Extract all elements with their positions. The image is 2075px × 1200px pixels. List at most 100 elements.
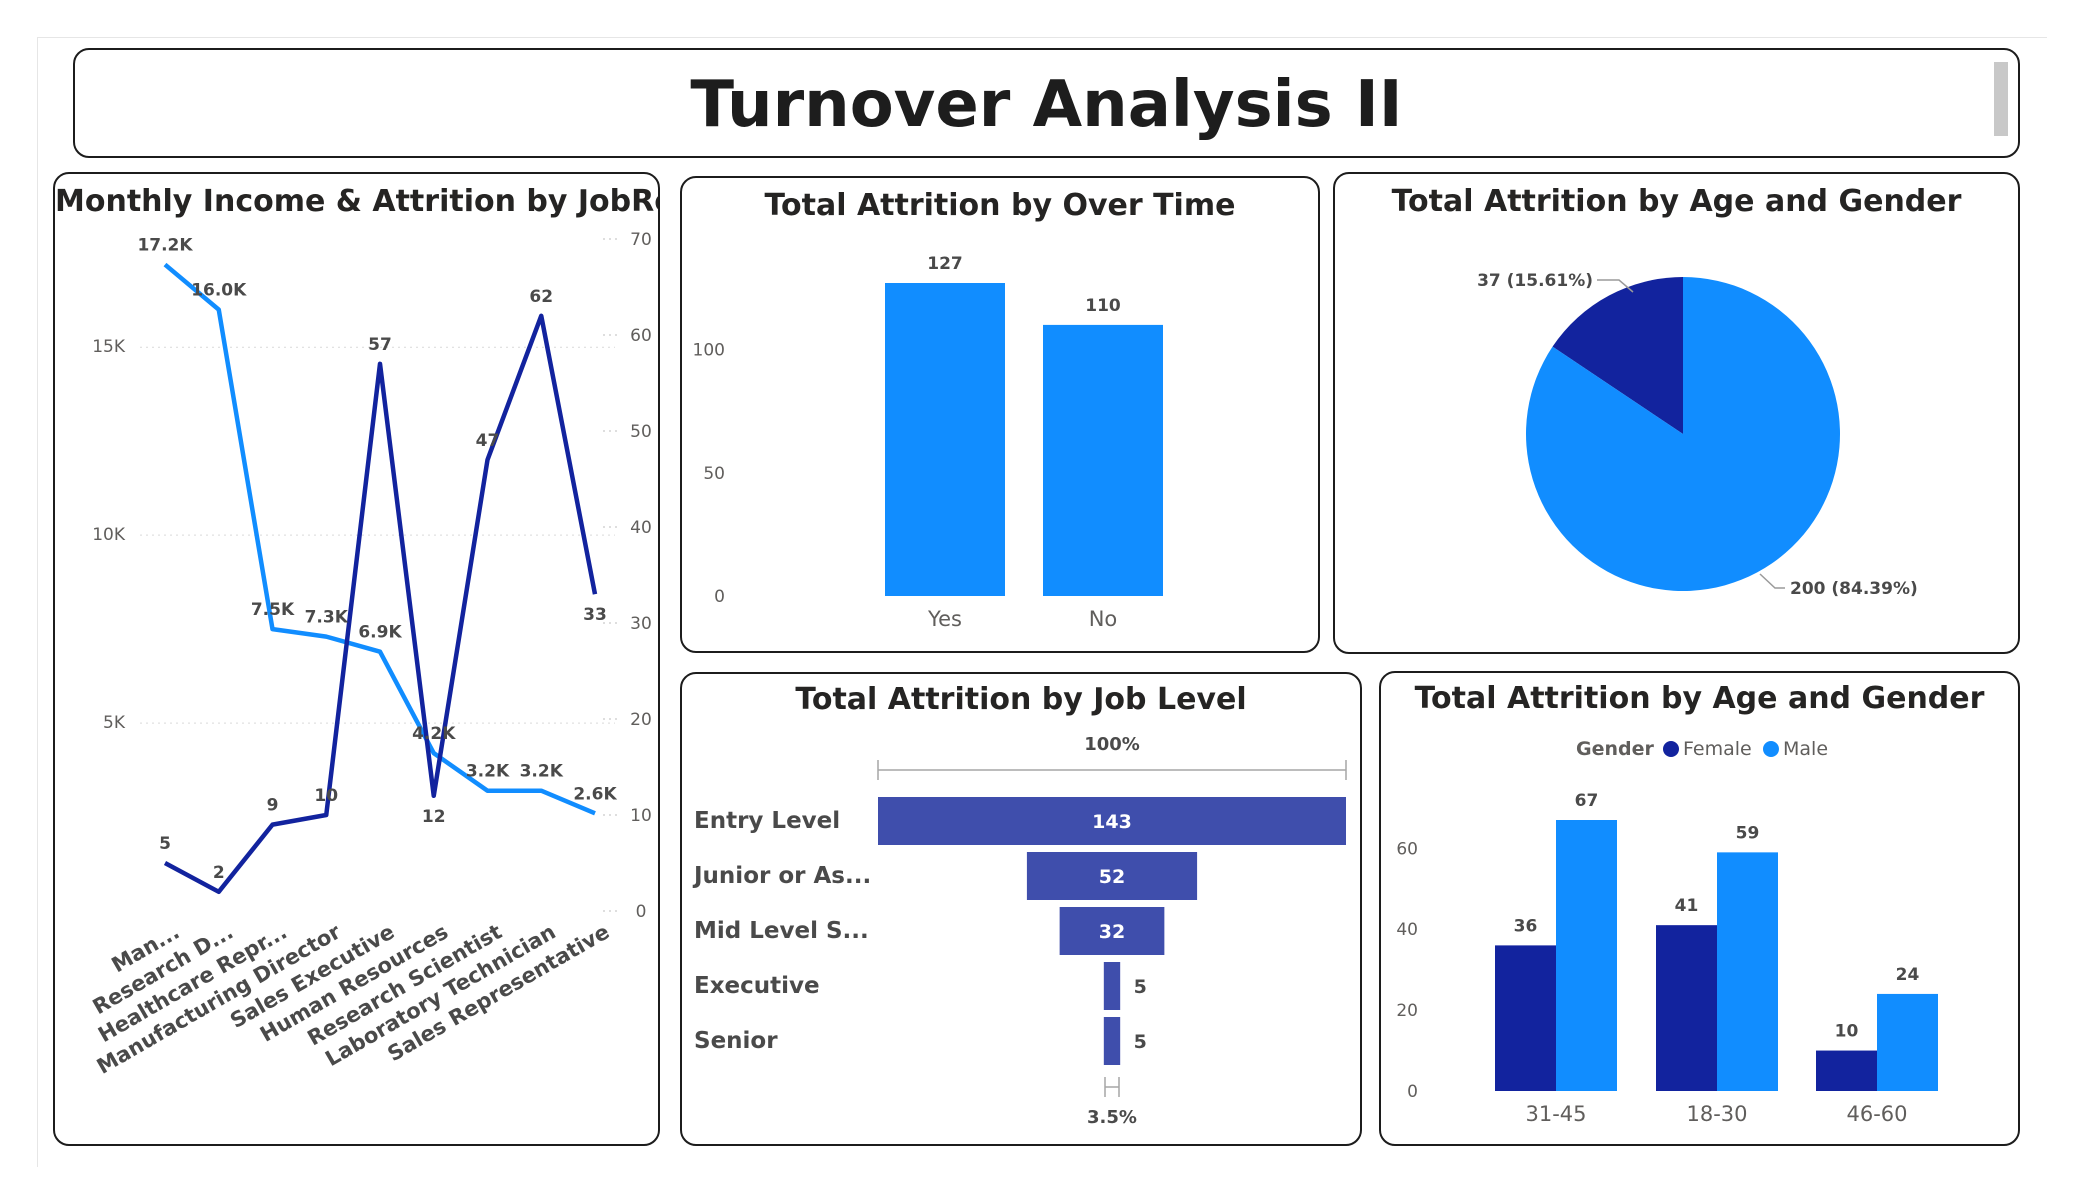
header-panel: Turnover Analysis II — [73, 48, 2020, 158]
y-tick-label: 40 — [1396, 920, 1418, 940]
funnel-data-label: 52 — [1099, 866, 1125, 888]
funnel-bar — [1103, 1017, 1121, 1065]
y-tick-label: 0 — [1407, 1082, 1418, 1102]
funnel-category-label: Junior or As... — [692, 863, 871, 889]
y-right-tick-label: 30 — [630, 614, 652, 634]
legend-marker — [1763, 741, 1779, 757]
income-data-label: 7.5K — [251, 600, 295, 620]
job-level-title: Total Attrition by Job Level — [795, 682, 1247, 717]
age-gender-bar — [1656, 925, 1717, 1091]
x-category-label: 18-30 — [1686, 1102, 1747, 1126]
age-gender-bar-chart: Gender Female Male 0 20 40 60 36 67 31-45 41 59 18-3… — [1396, 738, 1938, 1126]
age-gender-bar — [1816, 1050, 1877, 1091]
y-right-tick-label: 70 — [630, 230, 652, 250]
y-left-tick-label: 15K — [92, 337, 126, 357]
funnel-bar — [1059, 907, 1165, 955]
y-right-tick-label: 10 — [630, 806, 652, 826]
age-gender-bar — [1556, 820, 1617, 1091]
funnel-data-label: 5 — [1134, 976, 1147, 998]
attrition-data-label: 2 — [213, 863, 225, 883]
attrition-data-label: 5 — [159, 834, 171, 854]
pie-slice-female — [1552, 277, 1683, 434]
y-right-tick-label: 40 — [630, 518, 652, 538]
y-tick-label: 20 — [1396, 1001, 1418, 1021]
bar-data-label: 127 — [927, 254, 963, 274]
y-left-tick-label: 10K — [92, 525, 126, 545]
bar-data-label: 24 — [1896, 965, 1920, 985]
funnel-bar — [878, 797, 1346, 845]
attrition-data-label: 57 — [368, 335, 392, 355]
funnel-data-label: 5 — [1134, 1031, 1147, 1053]
overtime-panel: Total Attrition by Over Time 0 50 100 127 Ye… — [680, 176, 1320, 653]
overtime-bar — [885, 283, 1005, 596]
funnel-category-label: Senior — [694, 1028, 778, 1054]
funnel-category-label: Entry Level — [694, 808, 840, 834]
attrition-data-label: 9 — [267, 796, 279, 816]
y-tick-label: 50 — [703, 464, 725, 484]
bar-data-label: 10 — [1835, 1022, 1859, 1042]
page-title: Turnover Analysis II — [690, 68, 1403, 142]
funnel-category-label: Mid Level S... — [694, 918, 869, 944]
age-gender-bar — [1877, 993, 1938, 1091]
pie-data-label: 37 (15.61%) — [1477, 271, 1593, 291]
funnel-data-label: 32 — [1099, 921, 1125, 943]
funnel-bar — [1026, 852, 1198, 900]
jobrole-title: Monthly Income & Attrition by JobRole — [55, 184, 660, 219]
y-right-tick-label: 50 — [630, 422, 652, 442]
y-right-tick-label: 60 — [630, 326, 652, 346]
y-right-tick-label: 20 — [630, 710, 652, 730]
attrition-data-label: 47 — [476, 431, 500, 451]
age-gender-bar — [1717, 852, 1778, 1091]
legend-title: Gender — [1576, 738, 1654, 760]
y-left-tick-label: 5K — [103, 713, 126, 733]
income-data-label: 16.0K — [191, 281, 247, 301]
income-data-label: 6.9K — [358, 623, 402, 643]
age-gender-bar-panel: Total Attrition by Age and Gender Gender… — [1379, 671, 2020, 1146]
bar-data-label: 110 — [1085, 296, 1121, 316]
pie-data-label: 200 (84.39%) — [1790, 579, 1918, 599]
legend-label: Female — [1683, 738, 1752, 760]
jobrole-chart: 5K 10K 15K 0 10 20 30 40 50 60 70 17.2K 16.0K 7.5K 7.3… — [89, 230, 652, 1079]
bar-data-label: 67 — [1575, 791, 1599, 811]
legend-label: Male — [1783, 738, 1828, 760]
bar-data-label: 59 — [1736, 823, 1760, 843]
funnel-bar — [1103, 962, 1121, 1010]
age-gender-pie-chart: 37 (15.61%) 200 (84.39%) — [1477, 271, 1918, 599]
income-data-label: 2.6K — [573, 784, 617, 804]
age-gender-pie-panel: Total Attrition by Age and Gender 37 (15… — [1333, 172, 2020, 654]
income-data-label: 3.2K — [520, 762, 564, 782]
age-gender-pie-title: Total Attrition by Age and Gender — [1391, 184, 1962, 219]
y-tick-label: 60 — [1396, 839, 1418, 859]
attrition-data-label: 10 — [314, 786, 338, 806]
legend-marker — [1663, 741, 1679, 757]
overtime-title: Total Attrition by Over Time — [764, 188, 1236, 223]
report-canvas — [37, 37, 2047, 1167]
bar-data-label: 36 — [1514, 916, 1538, 936]
funnel-bottom-percent: 3.5% — [1087, 1107, 1137, 1128]
overtime-chart: 0 50 100 127 Yes 110 No — [693, 254, 1163, 631]
attrition-data-label: 33 — [583, 605, 607, 625]
income-data-label: 17.2K — [137, 236, 193, 256]
pie-slice-male — [1526, 277, 1840, 591]
jobrole-panel: Monthly Income & Attrition by JobRole 5K… — [53, 172, 660, 1146]
age-gender-bar — [1495, 945, 1556, 1091]
age-gender-bar-title: Total Attrition by Age and Gender — [1414, 681, 1985, 716]
job-level-panel: Total Attrition by Job Level 100% Entry L… — [680, 672, 1362, 1146]
job-level-funnel-chart: 100% Entry Level 143 Junior or As... 52 Mid L… — [692, 734, 1347, 1128]
attrition-data-label: 12 — [422, 807, 446, 827]
funnel-data-label: 143 — [1092, 811, 1132, 833]
x-category-label: Yes — [927, 607, 962, 631]
x-category-label: 31-45 — [1525, 1102, 1586, 1126]
attrition-series-line — [163, 313, 598, 895]
scrollbar[interactable] — [1994, 62, 2008, 136]
income-data-label: 3.2K — [466, 762, 510, 782]
y-tick-label: 100 — [693, 341, 725, 361]
bar-data-label: 41 — [1675, 896, 1699, 916]
pie-leader-line — [1597, 279, 1634, 293]
x-category-label: 46-60 — [1846, 1102, 1907, 1126]
funnel-category-label: Executive — [694, 973, 820, 999]
income-series-line — [163, 262, 596, 816]
y-right-tick-label: 0 — [636, 902, 647, 922]
overtime-bar — [1043, 324, 1163, 596]
x-category-label: No — [1089, 607, 1118, 631]
